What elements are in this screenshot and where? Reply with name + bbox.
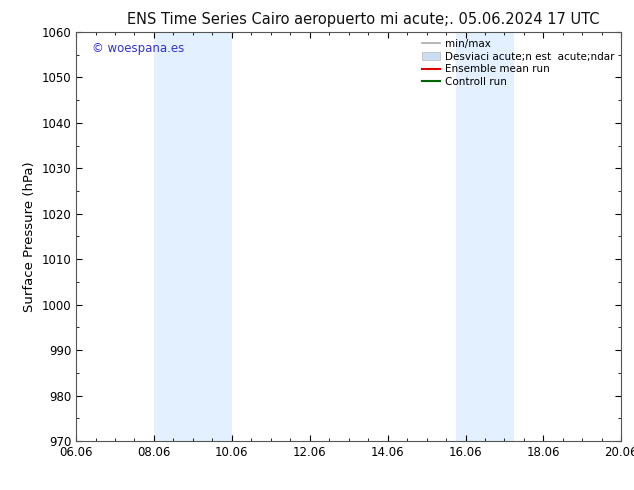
Text: © woespana.es: © woespana.es [93, 42, 184, 55]
Y-axis label: Surface Pressure (hPa): Surface Pressure (hPa) [23, 161, 36, 312]
Bar [456, 32, 514, 441]
Bar [154, 32, 232, 441]
Text: ENS Time Series Cairo aeropuerto: ENS Time Series Cairo aeropuerto [127, 12, 375, 27]
Text: mi acute;. 05.06.2024 17 UTC: mi acute;. 05.06.2024 17 UTC [380, 12, 600, 27]
Legend: min/max, Desviaci acute;n est  acute;ndar, Ensemble mean run, Controll run: min/max, Desviaci acute;n est acute;ndar… [420, 37, 616, 89]
